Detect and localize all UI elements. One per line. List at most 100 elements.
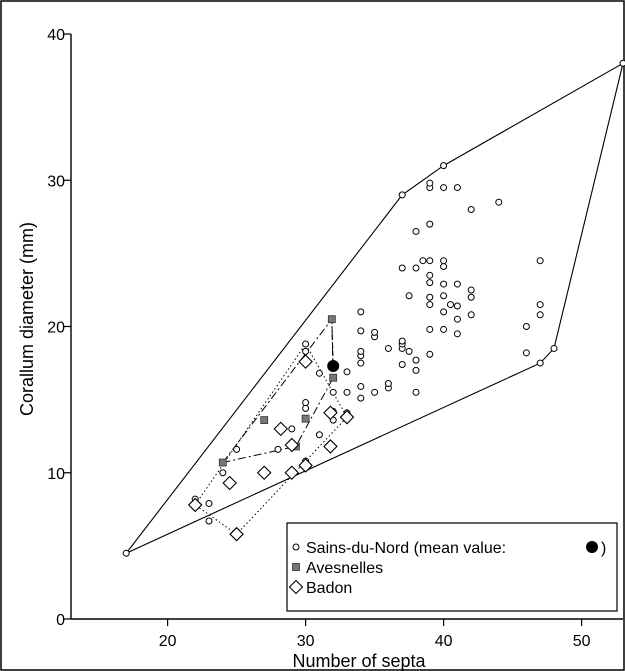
point-sains-du-nord [412,388,420,396]
mean-point [327,359,340,372]
point-avesnelles [329,373,338,382]
point-avesnelles [260,416,269,425]
point-sains-du-nord [357,394,365,402]
point-sains-du-nord [426,220,434,228]
point-sains-du-nord [288,425,296,433]
point-sains-du-nord [467,311,475,319]
point-sains-du-nord [536,359,544,367]
point-badon [284,465,300,481]
point-badon [229,526,244,542]
x-tick-label: 50 [573,633,591,650]
y-tick-label: 10 [47,466,65,483]
point-badon [222,475,237,491]
hull-badon [194,343,348,535]
point-sains-du-nord [440,292,448,300]
legend: Sains-du-Nord (mean value: ) Avesnelles … [286,522,618,612]
legend-box [286,522,618,612]
point-avesnelles [301,414,310,423]
point-sains-du-nord [384,380,392,388]
point-sains-du-nord [412,227,420,235]
axes-layer: 20 30 40 50 0 10 20 30 40 [47,27,623,650]
point-sains-du-nord [536,311,544,319]
hull-sains-du-nord [125,62,624,554]
point-sains-du-nord [453,315,461,323]
point-sains-du-nord [419,257,427,265]
point-sains-du-nord [426,271,434,279]
point-sains-du-nord [398,337,406,345]
hull-avesnelles [221,317,334,464]
point-sains-du-nord [205,517,213,525]
series-sains-du-nord [122,59,625,557]
point-sains-du-nord [426,350,434,358]
x-tick-label: 40 [435,633,453,650]
point-sains-du-nord [426,301,434,309]
y-tick-label: 40 [47,27,65,44]
point-sains-du-nord [536,301,544,309]
point-sains-du-nord [384,344,392,352]
point-badon [339,409,355,425]
x-tick-label: 20 [159,633,177,650]
point-sains-du-nord [440,184,448,192]
legend-marker-sains-du-nord [292,543,300,551]
legend-markers [288,541,598,595]
point-sains-du-nord [440,325,448,333]
point-sains-du-nord [536,257,544,265]
point-sains-du-nord [440,162,448,170]
point-sains-du-nord [398,264,406,272]
point-sains-du-nord [302,399,310,407]
point-sains-du-nord [467,293,475,301]
point-sains-du-nord [302,340,310,348]
point-badon [298,458,313,473]
point-sains-du-nord [315,431,323,439]
points-layer [122,59,625,557]
point-sains-du-nord [522,323,530,330]
point-sains-du-nord [315,369,323,377]
legend-label-badon: Badon [306,580,352,597]
legend-marker-avesnelles [292,563,300,571]
point-sains-du-nord [205,499,213,507]
point-sains-du-nord [426,257,434,265]
point-badon [187,497,203,513]
point-sains-du-nord [440,263,448,271]
point-sains-du-nord [453,302,461,310]
point-badon [256,465,272,481]
point-avesnelles [218,458,227,467]
point-badon [298,354,313,369]
x-tick-label: 30 [297,633,315,650]
point-badon [323,439,338,454]
legend-marker-badon [288,579,304,595]
y-tick-label: 30 [47,173,65,190]
point-badon [273,421,289,437]
point-sains-du-nord [453,330,461,338]
point-avesnelles [327,315,336,324]
y-axis-title: Corallum diameter (mm) [17,222,37,416]
point-sains-du-nord [398,191,406,199]
point-sains-du-nord [302,404,310,412]
point-sains-du-nord [357,347,365,355]
x-axis-title: Number of septa [292,651,426,671]
point-sains-du-nord [233,445,241,453]
point-sains-du-nord [302,347,310,355]
point-sains-du-nord [453,280,461,288]
point-sains-du-nord [619,59,625,67]
point-sains-du-nord [343,388,351,396]
point-sains-du-nord [329,388,337,396]
point-sains-du-nord [412,366,420,374]
hull-layer [125,62,624,554]
point-sains-du-nord [467,206,475,213]
point-badon [284,437,300,453]
point-sains-du-nord [343,368,351,376]
point-sains-du-nord [440,257,448,265]
point-sains-du-nord [398,361,406,369]
point-sains-du-nord [412,264,420,272]
point-badon [323,405,338,421]
point-sains-du-nord [550,344,558,352]
point-sains-du-nord [122,549,130,557]
point-sains-du-nord [371,388,379,396]
legend-label-sains-du-nord: Sains-du-Nord (mean value: [306,540,506,557]
legend-label-sains-du-nord-suffix: ) [601,540,606,557]
point-sains-du-nord [495,198,503,206]
point-sains-du-nord [447,301,454,309]
point-sains-du-nord [426,179,434,187]
